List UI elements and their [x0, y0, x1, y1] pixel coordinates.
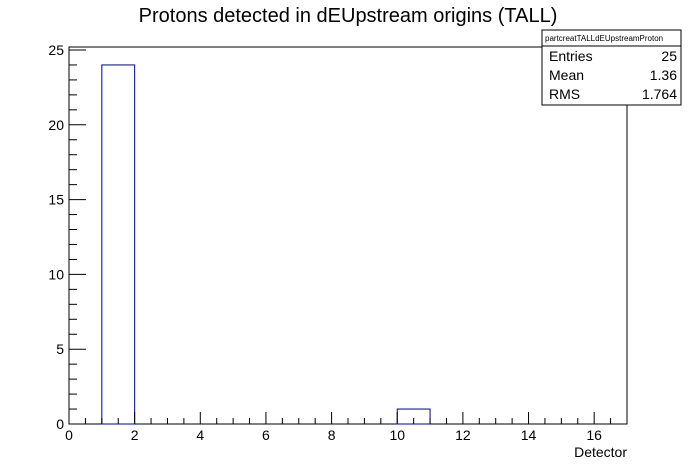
y-tick-label: 10 — [48, 266, 64, 282]
histogram-bar-0 — [101, 64, 136, 425]
x-tick-label: 10 — [389, 427, 405, 443]
stats-box-name: partcreatTALLdEUpstreamProton — [545, 34, 663, 43]
y-tick-label: 20 — [48, 117, 64, 133]
stats-row-value: 25 — [661, 48, 677, 64]
x-tick-label: 8 — [328, 427, 336, 443]
stats-row-value: 1.36 — [650, 67, 677, 83]
x-axis-label: Detector — [574, 444, 627, 460]
y-tick-label: 5 — [56, 341, 64, 357]
x-tick-label: 0 — [65, 427, 73, 443]
chart-title: Protons detected in dEUpstream origins (… — [139, 5, 558, 27]
stats-row-label: Entries — [549, 48, 593, 64]
stats-box-frame — [541, 29, 682, 106]
stats-row-label: Mean — [549, 67, 584, 83]
x-tick-label: 12 — [455, 427, 471, 443]
y-tick-label: 0 — [56, 416, 64, 432]
x-tick-label: 2 — [131, 427, 139, 443]
x-tick-label: 14 — [521, 427, 537, 443]
axes-group: 0 2 4 6 8 10 12 14 16 0 5 10 15 20 25 — [48, 42, 612, 443]
stats-row-label: RMS — [549, 86, 580, 102]
x-tick-label: 4 — [196, 427, 204, 443]
bars-group — [101, 64, 431, 425]
y-tick-label: 15 — [48, 192, 64, 208]
y-tick-label: 25 — [48, 42, 64, 58]
x-tick-label: 16 — [586, 427, 602, 443]
stats-row-value: 1.764 — [642, 86, 677, 102]
x-tick-label: 6 — [262, 427, 270, 443]
stats-box: partcreatTALLdEUpstreamProton Entries 25 M… — [541, 29, 682, 106]
